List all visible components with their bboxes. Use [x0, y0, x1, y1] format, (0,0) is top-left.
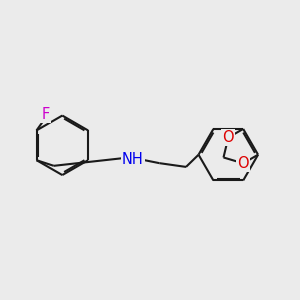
- Text: O: O: [237, 156, 249, 171]
- Text: NH: NH: [122, 152, 144, 167]
- Text: F: F: [41, 106, 50, 122]
- Text: O: O: [223, 130, 234, 145]
